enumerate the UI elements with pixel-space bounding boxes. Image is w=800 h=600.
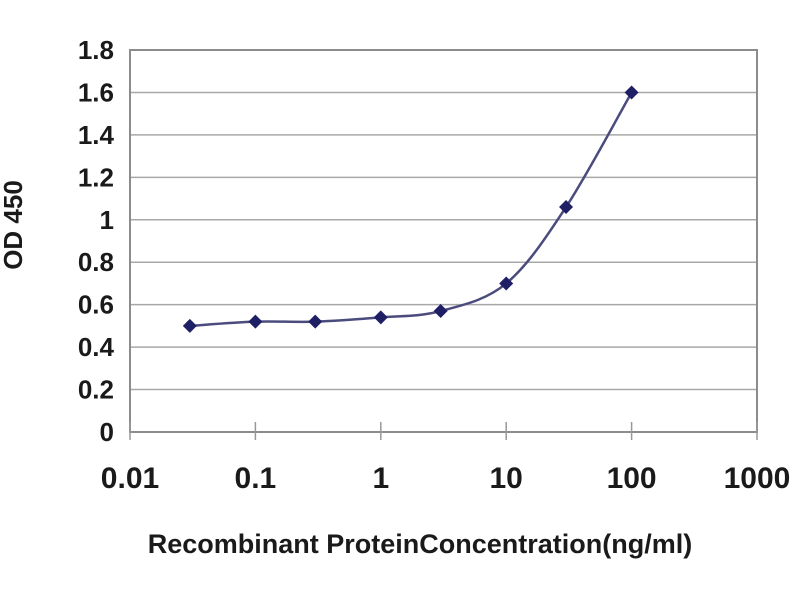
x-tick-label: 0.1 [235, 462, 277, 495]
y-axis-title: OD 450 [0, 180, 28, 270]
y-tick-label: 1.4 [78, 120, 115, 150]
data-point-marker [624, 85, 639, 100]
data-point-marker [248, 314, 263, 329]
y-tick-label: 1.6 [78, 77, 114, 107]
x-tick-label: 100 [607, 462, 657, 495]
y-tick-label: 1.2 [78, 162, 114, 192]
y-tick-label: 0.4 [78, 332, 115, 362]
x-tick-label: 10 [490, 462, 523, 495]
y-tick-label: 1.8 [78, 35, 114, 65]
y-tick-label: 0 [100, 417, 114, 447]
x-tick-label: 1 [372, 462, 389, 495]
y-tick-label: 1 [100, 205, 114, 235]
y-tick-label: 0.6 [78, 290, 114, 320]
data-point-marker [559, 200, 574, 215]
y-axis-tick-labels: 0 0.2 0.4 0.6 0.8 1 1.2 1.4 1.6 1.8 [78, 35, 115, 447]
y-tick-label: 0.8 [78, 247, 114, 277]
y-tick-label: 0.2 [78, 375, 114, 405]
gridlines [130, 49, 757, 391]
x-tick-label: 0.01 [101, 462, 159, 495]
data-point-marker [308, 314, 323, 329]
x-axis-title: Recombinant ProteinConcentration(ng/ml) [148, 529, 693, 559]
data-point-marker [499, 276, 514, 291]
plot-area-frame [129, 49, 758, 433]
data-point-marker [433, 304, 448, 319]
x-axis-ticks [129, 422, 758, 440]
x-tick-label: 1000 [724, 462, 791, 495]
data-point-marker [182, 318, 197, 333]
data-point-marker [373, 310, 388, 325]
data-series [182, 85, 639, 333]
x-axis-tick-labels: 0.01 0.1 1 10 100 1000 [101, 462, 791, 495]
